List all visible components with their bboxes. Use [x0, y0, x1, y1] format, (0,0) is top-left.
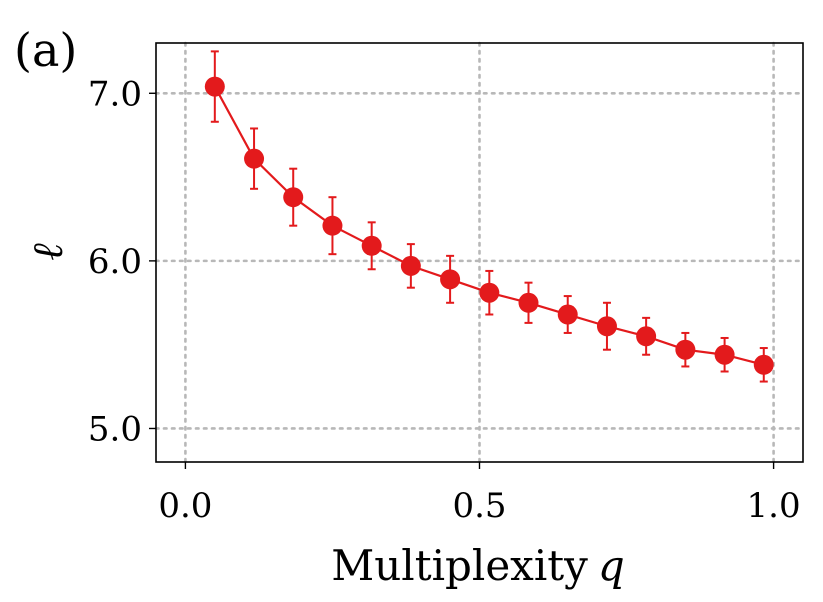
data-point [675, 339, 696, 360]
data-point [244, 148, 265, 169]
data-point [753, 354, 774, 375]
data-point [518, 292, 539, 313]
y-tick-label: 5.0 [88, 409, 142, 449]
data-point [361, 235, 382, 256]
data-point [322, 215, 343, 236]
data-point [400, 255, 421, 276]
grid-lines [154, 41, 805, 464]
x-tick-label: 0.0 [158, 486, 212, 526]
data-point [479, 282, 500, 303]
data-point [440, 269, 461, 290]
data-point [636, 326, 657, 347]
x-axis-title-variable: q [598, 541, 625, 590]
data-point [204, 76, 225, 97]
x-tick-label: 0.5 [452, 486, 506, 526]
tick-layer: 0.0 0.5 1.0 5.0 6.0 7.0 [88, 74, 801, 526]
data-point [714, 344, 735, 365]
y-tick-label: 6.0 [88, 242, 142, 282]
data-point [596, 316, 617, 337]
data-point [557, 304, 578, 325]
panel-label: (a) [14, 23, 77, 77]
x-tick-label: 1.0 [747, 486, 801, 526]
x-axis-title: Multiplexity q [331, 541, 625, 590]
data-point [283, 187, 304, 208]
y-axis-title: ℓ [23, 243, 72, 261]
x-axis-title-text: Multiplexity [331, 541, 588, 590]
y-tick-label: 7.0 [88, 74, 142, 114]
series-layer [204, 50, 774, 383]
